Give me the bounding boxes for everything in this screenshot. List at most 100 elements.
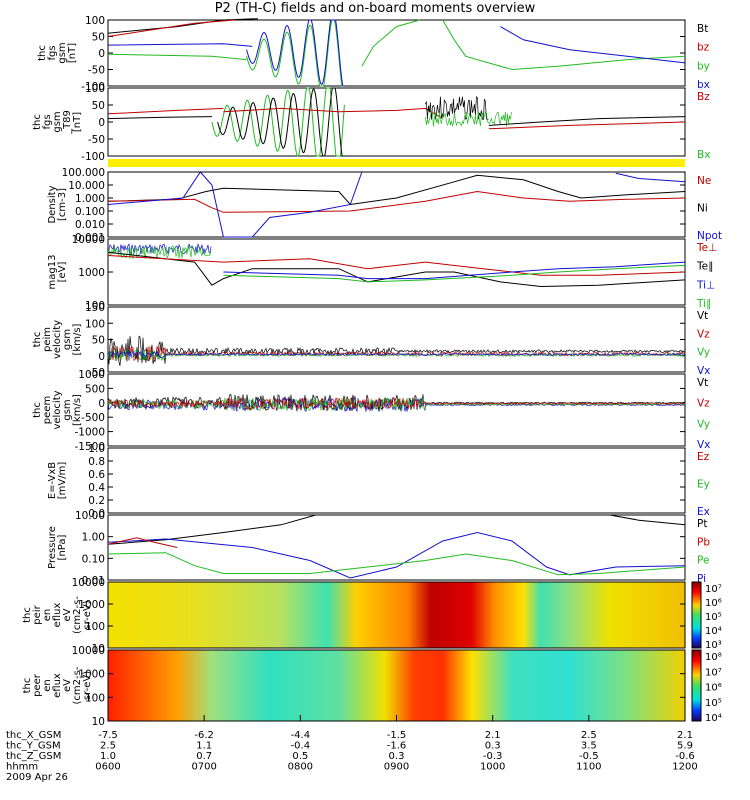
peim-vt-line — [107, 335, 686, 366]
density-ni-line — [107, 174, 686, 206]
x-tick-value: 1.1 — [196, 741, 212, 752]
pressure-pb-line — [107, 537, 178, 548]
peir-ylabel: eflux — [52, 603, 63, 628]
fgs-ylabel: thc — [37, 45, 48, 61]
peim-legend: Vt — [697, 310, 708, 322]
fgs-legend: by — [697, 60, 710, 72]
peim-ylabel: peim — [42, 327, 53, 352]
temp-tiperp-line — [223, 261, 686, 280]
temperature-legend: Te∥ — [696, 261, 713, 273]
pressure-background — [108, 515, 685, 580]
peir-ylabel: en — [42, 609, 53, 622]
peim-ylabel: thc — [32, 332, 43, 348]
peem-ytick-label: 500 — [85, 383, 105, 395]
fgs-ylabel: [nT] — [67, 43, 78, 63]
peir-ylabel: peir — [32, 604, 43, 624]
peim-background — [108, 307, 685, 372]
peir-ylabel: (cm2-s- — [72, 596, 83, 634]
panel-pressure: 10.00 1.00 0.10 0.01 Pressure [nPa] Pt Pb Pe Pi — [47, 510, 710, 587]
x-tick-value: -0.6 — [675, 751, 695, 762]
pressure-legend: Pi — [697, 573, 706, 585]
peer-ylabel: eflux — [52, 673, 63, 698]
temperature-ytick-label: 100 — [85, 300, 105, 312]
density-npot-line — [107, 171, 363, 238]
density-ytick-label: 0.100 — [75, 206, 105, 218]
x-tick-value: 0800 — [288, 762, 313, 773]
x-tick-value: 1.0 — [100, 751, 116, 762]
peem-vz-line — [107, 396, 686, 410]
fgs-ylabel: gsm — [57, 42, 68, 63]
temperature-legend: Ti⊥ — [696, 279, 715, 291]
x-tick-value: -1.5 — [387, 730, 407, 741]
pressure-ylabel: [nPa] — [57, 534, 68, 560]
density-npot-tail — [615, 172, 686, 183]
panel-peem: 1000 500 0 -500 -1000 -1500 thc peem velocity gsm… — [32, 369, 710, 453]
pressure-pt-line — [107, 514, 686, 545]
peir-ytick-label: 10 — [92, 643, 105, 655]
temp-teperp-line — [107, 255, 686, 276]
fgh-bz-line — [107, 107, 224, 115]
fgh-legend: Bz — [697, 91, 710, 103]
temp-tiperp-noise — [107, 243, 212, 255]
efield-background — [108, 448, 685, 513]
plot-title: P2 (TH-C) fields and on-board moments ov… — [214, 1, 536, 16]
peer-ylabel: thc — [22, 678, 33, 694]
peem-legend: Vz — [697, 398, 710, 410]
efield-ytick-label: 0.8 — [88, 456, 105, 468]
pressure-ytick-label: 1.00 — [82, 532, 105, 544]
fgs-by-rise — [361, 19, 420, 67]
x-row-label: thc_Z_GSM — [6, 751, 61, 762]
fgs-bx-wave — [246, 19, 345, 87]
x-tick-value: 3.5 — [581, 741, 597, 752]
peem-frame — [107, 373, 686, 447]
efield-legend: Ez — [697, 451, 710, 463]
fgh-ylabel: _T89 — [62, 110, 73, 135]
peem-ytick-label: -1000 — [74, 427, 105, 439]
pressure-ytick-label: 10.00 — [75, 510, 105, 522]
panel-peer: 10000 1000 100 10 thc peer en eflux eV (cm2-s-sr-… — [22, 645, 722, 728]
x-tick-value: 0.7 — [196, 751, 212, 762]
density-ylabel: Density — [47, 185, 58, 223]
peim-ytick-label: 100 — [85, 318, 105, 330]
fgh-ytick-label: 0 — [98, 117, 105, 129]
density-legend: Npot — [697, 230, 722, 242]
panel-efield: 1.00.80.60.40.20.0 E=-VxB [mV/m] Ez Ey Ex — [47, 443, 710, 520]
density-ylabel: [cm-3] — [57, 188, 68, 221]
peem-ylabel: peem — [42, 396, 53, 424]
peer-ytick-label: 10000 — [72, 645, 105, 657]
peir-ytick-label: 1000 — [78, 599, 105, 611]
fgs-ytick-label: 50 — [92, 32, 105, 44]
fgs-ytick-label: -100 — [81, 81, 105, 93]
panel-fgh: 100 50 0 -50 -100 thc fgs gsm _T89 [nT] Bz Bx — [32, 83, 710, 163]
fgs-by-line — [107, 53, 247, 61]
peim-ytick-label: 0 — [98, 351, 105, 363]
peem-ytick-label: 1000 — [78, 369, 105, 381]
x-tick-value: -0.4 — [291, 741, 311, 752]
peer-colorbar-label: 10⁴ — [705, 713, 722, 724]
fgh-bx-noise — [425, 109, 512, 127]
peim-ylabel: gsm — [62, 329, 73, 350]
pressure-ytick-label: 0.10 — [82, 553, 105, 565]
x-tick-value: 0900 — [384, 762, 409, 773]
temp-tipar-line — [223, 264, 686, 283]
x-tick-value: 0600 — [95, 762, 120, 773]
efield-legend: Ey — [697, 479, 710, 491]
x-tick-value: -0.3 — [483, 751, 503, 762]
efield-ytick-label: 0.0 — [88, 508, 105, 520]
peem-vt-line — [107, 394, 686, 412]
fgh-ytick-label: 100 — [85, 83, 105, 95]
pressure-pe-line — [107, 552, 686, 576]
x-tick-value: -6.2 — [194, 730, 214, 741]
efield-frame — [107, 447, 686, 514]
x-tick-value: 5.9 — [677, 741, 693, 752]
peem-ylabel: thc — [32, 402, 43, 418]
temperature-legend: Ti∥ — [696, 298, 711, 310]
density-ytick-label: 10.000 — [68, 180, 105, 192]
fgs-bx-line — [107, 43, 253, 47]
peir-colorbar-label: 10⁴ — [705, 626, 722, 637]
temp-tipar-noise — [107, 245, 212, 259]
x-tick-value: 2.5 — [581, 730, 597, 741]
